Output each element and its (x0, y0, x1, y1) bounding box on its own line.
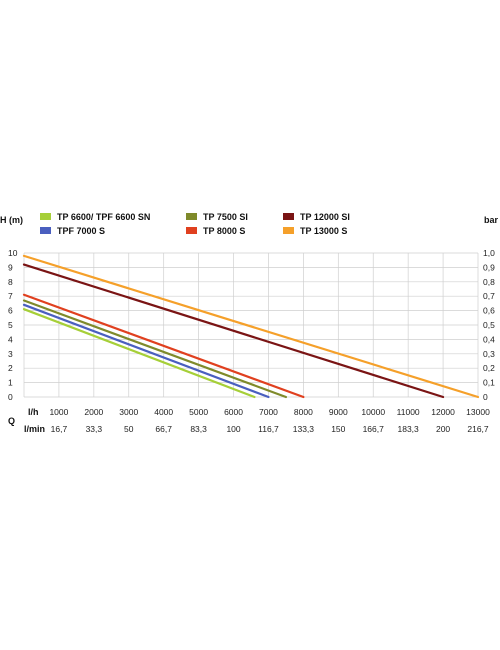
y-tick-left-label: 8 (8, 277, 13, 287)
y-tick-left-label: 7 (8, 291, 13, 301)
legend-swatch (283, 213, 294, 220)
y-tick-left-label: 2 (8, 363, 13, 373)
legend-entry-label: TP 8000 S (203, 226, 245, 236)
series-line (22, 303, 270, 399)
x-tick-label-lmin: 50 (124, 424, 134, 434)
x-tick-label-lmin: 16,7 (51, 424, 68, 434)
y-tick-right-label: 0,7 (483, 291, 495, 301)
x-tick-label-lh: 2000 (84, 407, 103, 417)
series-lines (22, 254, 480, 399)
x-tick-label-lh: 11000 (397, 407, 420, 417)
x-tick-label-lh: 9000 (329, 407, 348, 417)
y-tick-left-label: 6 (8, 306, 13, 316)
legend-entry-label: TPF 7000 S (57, 226, 105, 236)
y-axis-left-label: H (m) (0, 215, 23, 225)
x-ticks: 1000 2000 3000 4000 5000 6000 7000 8000 9000 1000… (49, 407, 490, 434)
x-tick-label-lmin: 216,7 (467, 424, 489, 434)
x-tick-label-lmin: 150 (331, 424, 345, 434)
y-tick-right-label: 1,0 (483, 248, 495, 258)
x-axis-unit-lh: l/h (28, 407, 39, 417)
y-tick-right-label: 0,1 (483, 378, 495, 388)
legend-entry-label: TP 12000 SI (300, 212, 350, 222)
x-tick-label-lmin: 166,7 (363, 424, 385, 434)
legend: TP 6600/ TPF 6600 SN TPF 7000 S TP 7500 SI… (40, 212, 350, 236)
legend-entry-label: TP 6600/ TPF 6600 SN (57, 212, 150, 222)
x-tick-label-lh: 4000 (154, 407, 173, 417)
y-tick-right-label: 0,4 (483, 334, 495, 344)
series-line (22, 263, 445, 399)
y-tick-left-label: 0 (8, 392, 13, 402)
y-ticks-right: 0 0,1 0,2 0,3 0,4 0,5 0,6 0,7 0,8 0,9 1,0 (483, 248, 495, 402)
x-tick-label-lmin: 33,3 (86, 424, 103, 434)
y-tick-right-label: 0 (483, 392, 488, 402)
y-tick-left-label: 10 (8, 248, 18, 258)
y-tick-right-label: 0,2 (483, 363, 495, 373)
legend-entry-label: TP 13000 S (300, 226, 347, 236)
legend-swatch (40, 227, 51, 234)
y-tick-left-label: 9 (8, 262, 13, 272)
x-tick-label-lh: 6000 (224, 407, 243, 417)
y-tick-right-label: 0,3 (483, 349, 495, 359)
x-tick-label-lmin: 66,7 (155, 424, 172, 434)
legend-swatch (186, 227, 197, 234)
x-tick-label-lh: 13000 (466, 407, 490, 417)
x-tick-label-lh: 8000 (294, 407, 313, 417)
x-tick-label-lh: 7000 (259, 407, 278, 417)
x-tick-label-lmin: 116,7 (258, 424, 279, 434)
x-tick-label-lh: 1000 (49, 407, 68, 417)
x-tick-label-lmin: 83,3 (190, 424, 207, 434)
x-tick-label-lh: 12000 (431, 407, 455, 417)
y-tick-right-label: 0,5 (483, 320, 495, 330)
x-tick-label-lmin: 183,3 (398, 424, 420, 434)
series-line (22, 293, 305, 399)
x-tick-label-lh: 10000 (361, 407, 385, 417)
legend-swatch (186, 213, 197, 220)
y-tick-left-label: 3 (8, 349, 13, 359)
legend-swatch (283, 227, 294, 234)
y-tick-left-label: 4 (8, 334, 13, 344)
x-tick-label-lmin: 133,3 (293, 424, 315, 434)
x-tick-label-lh: 5000 (189, 407, 208, 417)
x-tick-label-lmin: 100 (226, 424, 240, 434)
series-line (22, 299, 288, 399)
x-tick-label-lh: 3000 (119, 407, 138, 417)
y-ticks-left: 0 1 2 3 4 5 6 7 8 9 10 (8, 248, 18, 402)
legend-entry-label: TP 7500 SI (203, 212, 248, 222)
y-tick-left-label: 1 (8, 378, 13, 388)
x-axis-symbol-q: Q (8, 416, 15, 426)
y-tick-right-label: 0,9 (483, 262, 495, 272)
x-axis-unit-lmin: l/min (24, 424, 45, 434)
grid (23, 252, 479, 398)
y-axis-right-label: bar (484, 215, 499, 225)
y-tick-right-label: 0,8 (483, 277, 495, 287)
series-line (22, 308, 256, 399)
x-tick-label-lmin: 200 (436, 424, 450, 434)
legend-swatch (40, 213, 51, 220)
y-tick-right-label: 0,6 (483, 306, 495, 316)
series-line (22, 254, 480, 399)
y-tick-left-label: 5 (8, 320, 13, 330)
